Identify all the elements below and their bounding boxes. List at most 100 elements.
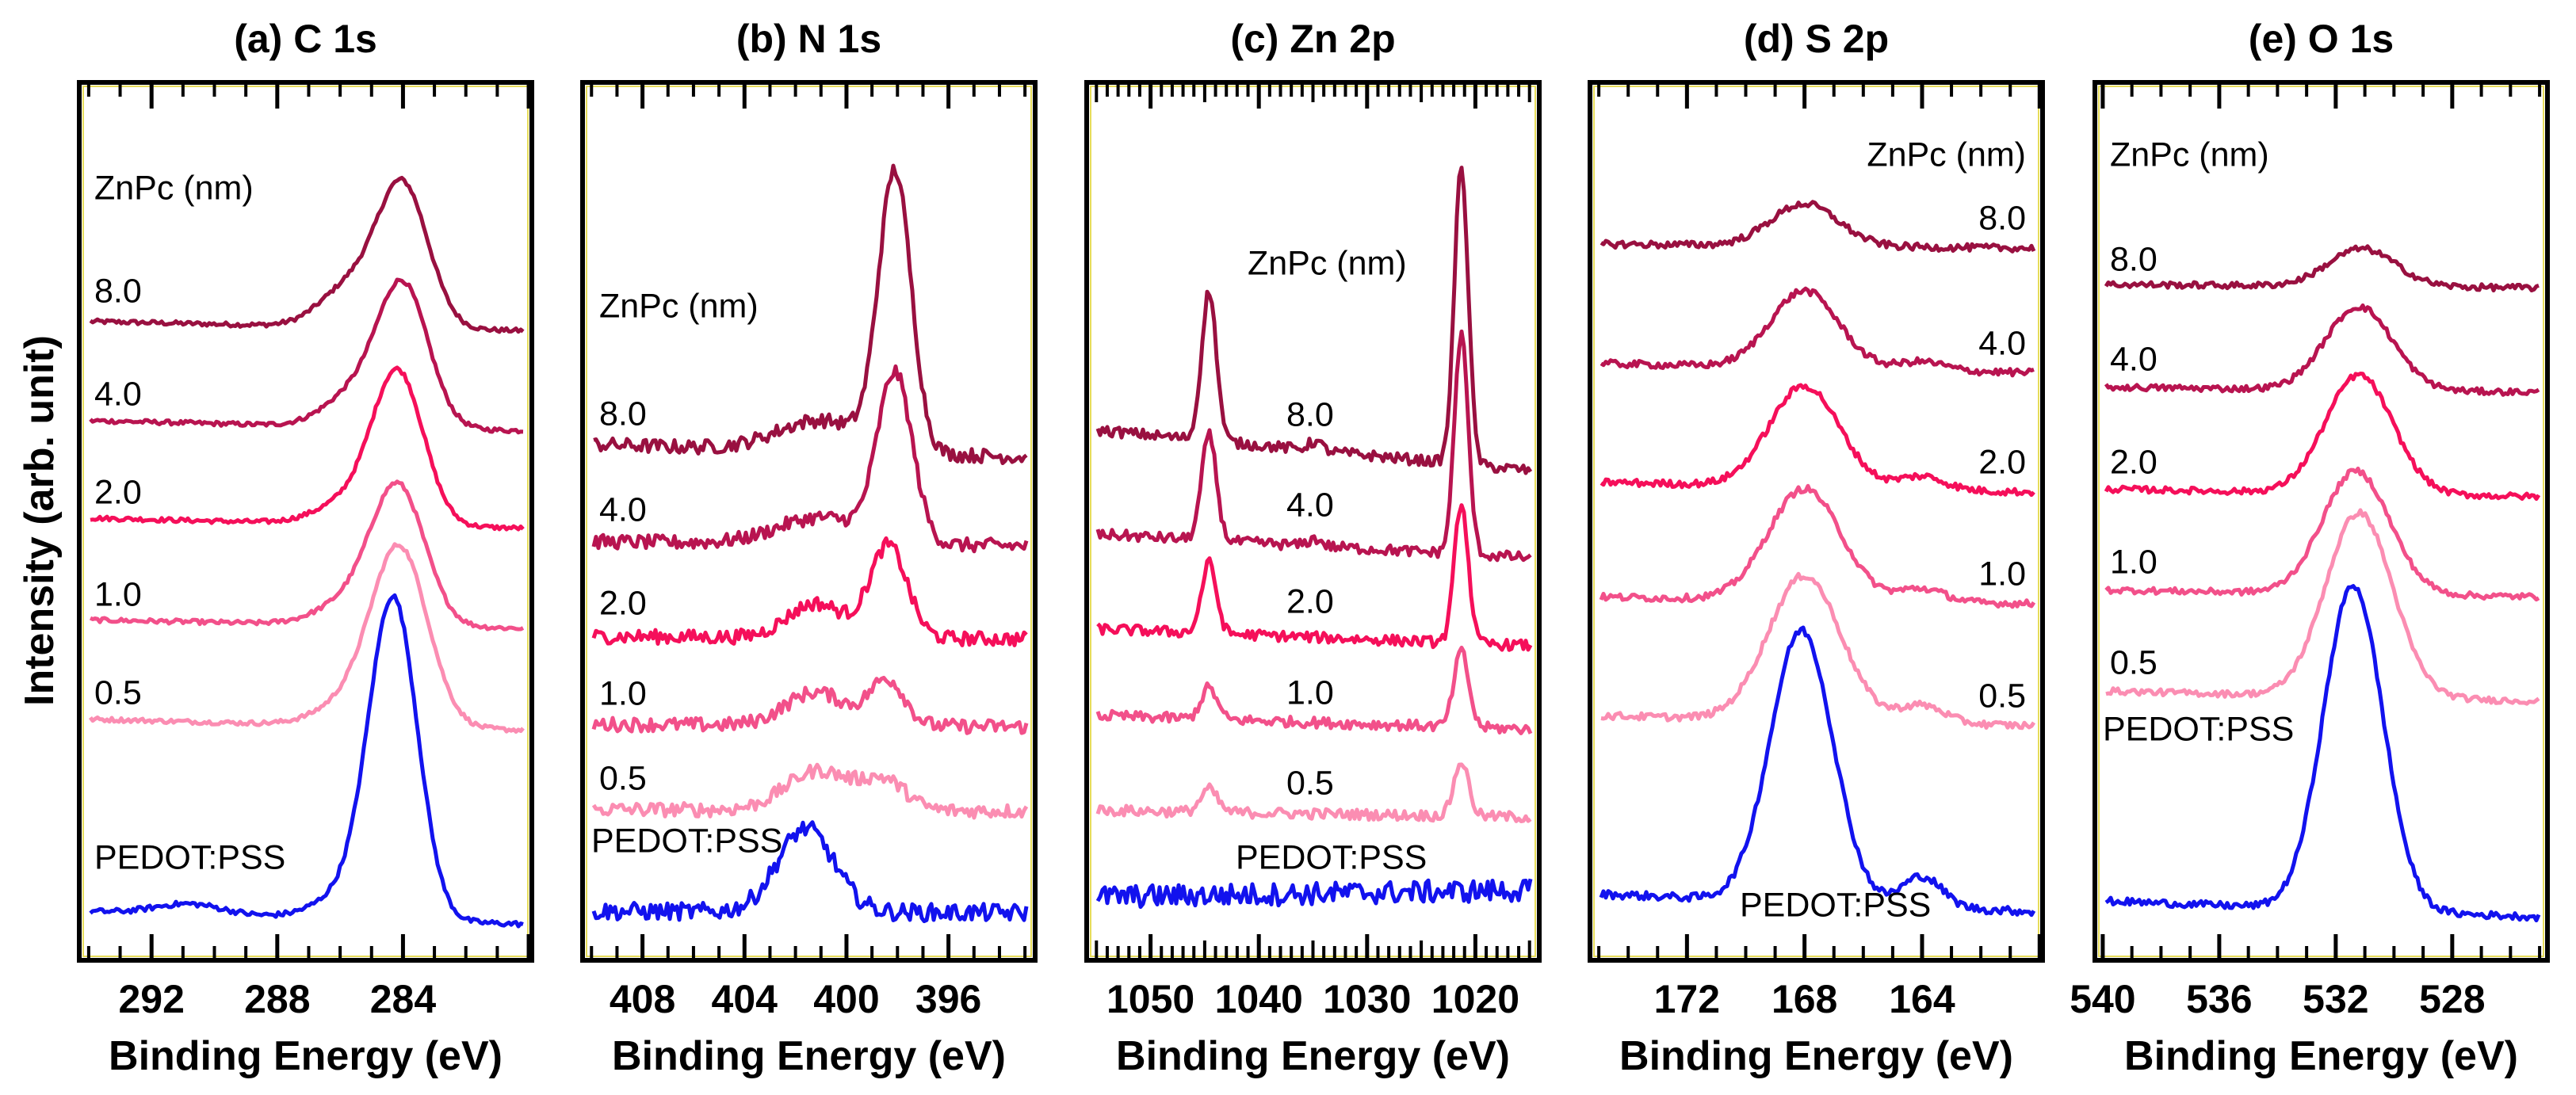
legend-title: ZnPc (nm) [599, 287, 759, 325]
spectrum-pedot-pss [89, 593, 524, 929]
series-label: 1.0 [1978, 555, 2026, 593]
spectrum-1.0 [591, 675, 1029, 735]
x-tick-label: 292 [118, 977, 184, 1021]
spectrum-2.0 [2104, 372, 2541, 502]
panel-3: (d) S 2p 172 168 164 Binding Energy (eV) ZnPc… [1588, 17, 2045, 1079]
panel-title: (b) N 1s [736, 17, 881, 61]
plot-frame-inner [2098, 86, 2544, 957]
panel-title: (e) O 1s [2249, 17, 2394, 61]
x-tick-label: 164 [1889, 977, 1955, 1021]
x-tick-label: 408 [610, 977, 675, 1021]
spectrum-1.0 [89, 479, 525, 631]
spectrum-pedot-pss [591, 820, 1029, 924]
panel-title: (a) C 1s [234, 17, 377, 61]
x-tick-label: 404 [712, 977, 778, 1021]
spectrum-pedot-pss [1095, 878, 1533, 910]
x-tick-label: 400 [813, 977, 879, 1021]
legend-title: ZnPc (nm) [1248, 244, 1407, 282]
series-label: 1.0 [599, 674, 647, 712]
x-tick-label: 1020 [1431, 977, 1519, 1021]
series-label: 1.0 [1286, 673, 1334, 712]
x-axis-label: Binding Energy (eV) [1116, 1033, 1510, 1079]
x-tick-label: 1050 [1106, 977, 1194, 1021]
x-axis-label: Binding Energy (eV) [612, 1033, 1006, 1079]
legend-title: ZnPc (nm) [2110, 135, 2269, 174]
series-label: 2.0 [1286, 582, 1334, 620]
x-tick-label: 1030 [1323, 977, 1411, 1021]
spectrum-8.0 [593, 163, 1028, 465]
spectrum-0.5 [1600, 571, 2036, 731]
series-label: 1.0 [2110, 543, 2157, 581]
series-label: 8.0 [599, 395, 647, 433]
spectrum-4.0 [89, 277, 524, 435]
panel-title: (c) Zn 2p [1230, 17, 1395, 61]
x-axis-label: Binding Energy (eV) [2124, 1033, 2518, 1079]
series-label: 2.0 [1978, 443, 2026, 481]
series-label: PEDOT:PSS [591, 822, 782, 860]
spectrum-pedot-pss [1599, 625, 2036, 918]
spectrum-0.5 [1095, 762, 1532, 823]
x-tick-label: 172 [1654, 977, 1720, 1021]
series-label: 2.0 [599, 584, 647, 622]
series-label: 8.0 [1978, 199, 2026, 237]
panel-4: (e) O 1s 540 536 532 528 Binding Energy (eV) Z… [2070, 17, 2550, 1079]
y-axis-label: Intensity (arb. unit) [17, 335, 63, 706]
series-label: 0.5 [599, 759, 647, 797]
x-tick-label: 288 [244, 977, 310, 1021]
series-label: 0.5 [2110, 643, 2157, 681]
panel-1: (b) N 1s 408 404 400 396 Binding Energy (eV) Z… [580, 17, 1038, 1079]
spectrum-2.0 [90, 365, 525, 532]
plot-frame [1588, 80, 2045, 963]
series-label: 2.0 [94, 473, 142, 511]
panel-0: (a) C 1s 292 288 284 Binding Energy (eV) ZnPc… [77, 17, 534, 1079]
series-label: 8.0 [94, 272, 142, 310]
spectrum-8.0 [2104, 244, 2540, 293]
spectrum-4.0 [1095, 329, 1532, 563]
x-axis-label: Binding Energy (eV) [1619, 1033, 2013, 1079]
series-label: PEDOT:PSS [1740, 886, 1931, 924]
series-label: 8.0 [1286, 395, 1334, 433]
spectrum-2.0 [591, 536, 1028, 647]
spectrum-0.5 [2105, 508, 2540, 706]
legend-title: ZnPc (nm) [94, 169, 254, 207]
series-label: 4.0 [2110, 340, 2157, 378]
series-label: PEDOT:PSS [2103, 710, 2294, 748]
series-label: 2.0 [2110, 443, 2157, 481]
spectrum-4.0 [591, 364, 1029, 554]
plot-frame-inner [82, 86, 529, 957]
spectrum-8.0 [89, 175, 525, 334]
spectrum-1.0 [1599, 483, 2036, 609]
series-label: 4.0 [1978, 324, 2026, 362]
legend-title: ZnPc (nm) [1867, 135, 2026, 174]
x-tick-label: 396 [915, 977, 981, 1021]
spectrum-2.0 [1096, 503, 1533, 652]
x-tick-label: 536 [2186, 977, 2252, 1021]
series-label: 4.0 [94, 375, 142, 413]
panel-2: (c) Zn 2p 1050 1040 1030 1020 Binding Energy … [1084, 17, 1542, 1079]
x-tick-label: 532 [2303, 977, 2368, 1021]
x-tick-label: 540 [2070, 977, 2135, 1021]
spectrum-1.0 [1095, 645, 1533, 735]
x-tick-label: 284 [370, 977, 437, 1021]
series-label: 4.0 [1286, 486, 1334, 524]
series-label: 0.5 [1978, 677, 2026, 715]
spectrum-2.0 [1599, 383, 2035, 498]
x-axis-label: Binding Energy (eV) [109, 1033, 503, 1079]
spectrum-pedot-pss [2104, 584, 2541, 923]
spectrum-8.0 [1095, 166, 1533, 475]
series-label: PEDOT:PSS [1236, 838, 1427, 876]
x-tick-label: 168 [1771, 977, 1837, 1021]
series-label: PEDOT:PSS [94, 838, 285, 876]
plot-frame-inner [586, 86, 1032, 957]
series-label: 8.0 [2110, 240, 2157, 278]
spectrum-4.0 [1599, 286, 2035, 378]
x-tick-label: 1040 [1215, 977, 1303, 1021]
spectrum-4.0 [2104, 303, 2540, 397]
series-label: 0.5 [1286, 764, 1334, 802]
spectrum-8.0 [1599, 200, 2036, 254]
panel-title: (d) S 2p [1744, 17, 1889, 61]
spectrum-0.5 [591, 762, 1029, 820]
plot-frame-inner [1593, 86, 2039, 957]
spectrum-1.0 [2104, 466, 2540, 602]
